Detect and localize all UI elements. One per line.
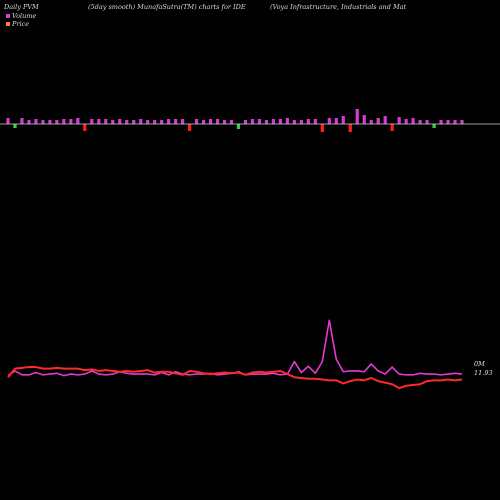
volume-bar [341,116,345,124]
volume-bar [229,120,234,124]
volume-bar [20,118,24,124]
volume-line [7,319,463,377]
volume-bar [201,120,206,124]
instrument-name: (Voya Infrastructure, Industrials and Ma… [270,3,407,11]
volume-bar [453,120,457,124]
volume-bar [313,119,317,124]
volume-bar [278,119,282,124]
volume-bar [41,120,45,124]
volume-bar [376,118,380,124]
volume-bar [97,119,101,124]
volume-bar [264,120,269,124]
volume-bar [425,120,429,124]
volume-bar [446,120,450,124]
volume-bar [69,119,73,124]
volume-bar [320,124,324,132]
volume-bar [292,120,296,124]
volume-bar [83,124,87,131]
volume-bar [334,118,338,124]
volume-bar [215,119,220,124]
volume-bar [250,119,255,124]
volume-bars [6,109,464,132]
volume-bar [369,120,373,124]
price-line [7,366,463,390]
volume-bar [306,119,310,124]
chart-type-label: Daily PVM [4,3,39,11]
volume-bar [383,116,387,124]
volume-bar [181,119,185,124]
volume-bar [404,119,408,124]
volume-bar [271,119,276,124]
volume-bar [125,120,129,124]
volume-bar [104,119,108,124]
volume-bar [160,120,164,124]
volume-bar [285,118,289,124]
legend-volume: Volume [6,12,36,20]
volume-bar [194,119,199,124]
volume-bar [174,119,178,124]
volume-bar [6,118,10,124]
volume-bar [208,119,213,124]
legend-volume-label: Volume [12,12,37,20]
volume-bar [34,119,38,124]
legend-price: Price [6,20,29,28]
volume-bar [460,120,464,124]
volume-bar [222,120,227,124]
volume-bar [111,120,115,124]
volume-bar [153,120,157,124]
chart-title: (5day smooth) MunafaSutra(TM) charts for… [88,3,246,11]
volume-bar [139,119,143,124]
volume-bar [439,120,443,124]
volume-bar [397,117,401,124]
volume-bar [118,119,122,124]
volume-bar [299,120,303,124]
volume-bar [167,119,171,124]
volume-bar [257,119,262,124]
volume-bar [188,124,192,131]
volume-swatch [6,14,10,18]
volume-bar [27,120,31,124]
volume-bar [418,120,422,124]
volume-bar [390,124,394,131]
volume-bar [48,120,52,124]
volume-bar [432,124,436,128]
volume-end-label: 0M [474,360,485,368]
price-end-label: 11.93 [474,369,493,377]
volume-bar [55,120,59,124]
volume-bar [132,120,136,124]
volume-bar [62,119,66,124]
line-series [7,319,463,390]
volume-bar [243,120,248,124]
volume-bar [327,118,331,124]
volume-bar [13,124,17,128]
price-swatch [6,22,10,26]
volume-bar [348,124,352,132]
legend-price-label: Price [12,20,30,28]
volume-bar [146,120,150,124]
volume-bar [76,118,80,124]
volume-bar [355,109,359,124]
volume-bar [362,115,366,124]
volume-bar [90,119,94,124]
volume-bar [236,124,241,129]
volume-bar [411,118,415,124]
